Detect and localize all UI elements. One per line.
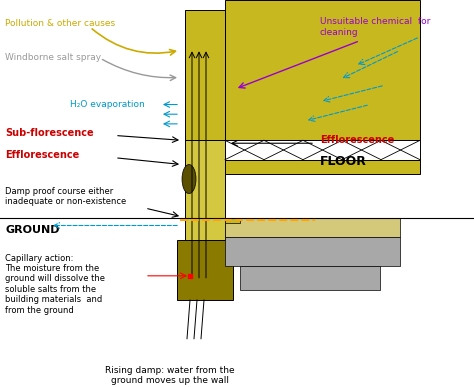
Text: Unsuitable chemical  for
cleaning: Unsuitable chemical for cleaning — [320, 17, 430, 37]
Bar — [185, 140, 225, 218]
Bar — [225, 160, 420, 174]
Text: Sub-florescence: Sub-florescence — [5, 128, 94, 138]
Text: Capillary action:
The moisture from the
ground will dissolve the
soluble salts f: Capillary action: The moisture from the … — [5, 253, 105, 315]
Bar — [225, 218, 400, 237]
Bar — [225, 237, 400, 266]
Bar — [240, 266, 380, 290]
Bar — [185, 218, 225, 240]
Text: Rising damp: water from the
ground moves up the wall: Rising damp: water from the ground moves… — [105, 366, 235, 385]
Text: Pollution & other causes: Pollution & other causes — [5, 19, 115, 28]
Bar — [225, 0, 420, 140]
Text: Efflorescence: Efflorescence — [5, 150, 79, 160]
Text: GROUND: GROUND — [5, 224, 60, 235]
Bar — [225, 218, 240, 223]
Bar — [225, 140, 420, 160]
Text: FLOOR: FLOOR — [320, 155, 367, 168]
Bar — [185, 10, 225, 140]
Text: Damp proof course either
inadequate or non-existence: Damp proof course either inadequate or n… — [5, 187, 126, 206]
Ellipse shape — [182, 164, 196, 194]
Text: H₂O evaporation: H₂O evaporation — [70, 100, 145, 109]
Text: Windborne salt spray: Windborne salt spray — [5, 53, 101, 62]
Bar — [177, 240, 233, 300]
Text: Efflorescence: Efflorescence — [320, 135, 394, 146]
